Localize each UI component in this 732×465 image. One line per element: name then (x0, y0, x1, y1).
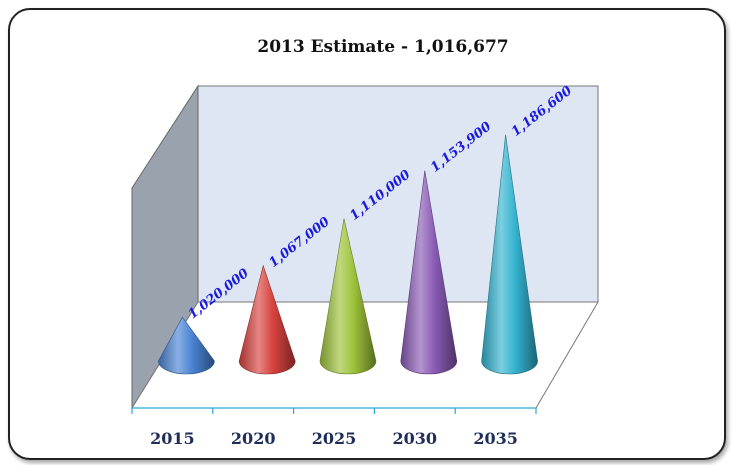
x-tick-label-2020: 2020 (231, 429, 276, 448)
x-tick-label-2015: 2015 (150, 429, 195, 448)
cone-2030 (400, 170, 458, 375)
x-tick-label-2030: 2030 (393, 429, 438, 448)
x-tick-label-2025: 2025 (312, 429, 357, 448)
cone-2020 (238, 264, 296, 375)
x-tick-label-2035: 2035 (473, 429, 518, 448)
cone-2025 (319, 218, 377, 375)
cone-2015 (158, 316, 215, 375)
cone-2035 (481, 134, 538, 375)
chart-title: 2013 Estimate - 1,016,677 (257, 37, 508, 57)
